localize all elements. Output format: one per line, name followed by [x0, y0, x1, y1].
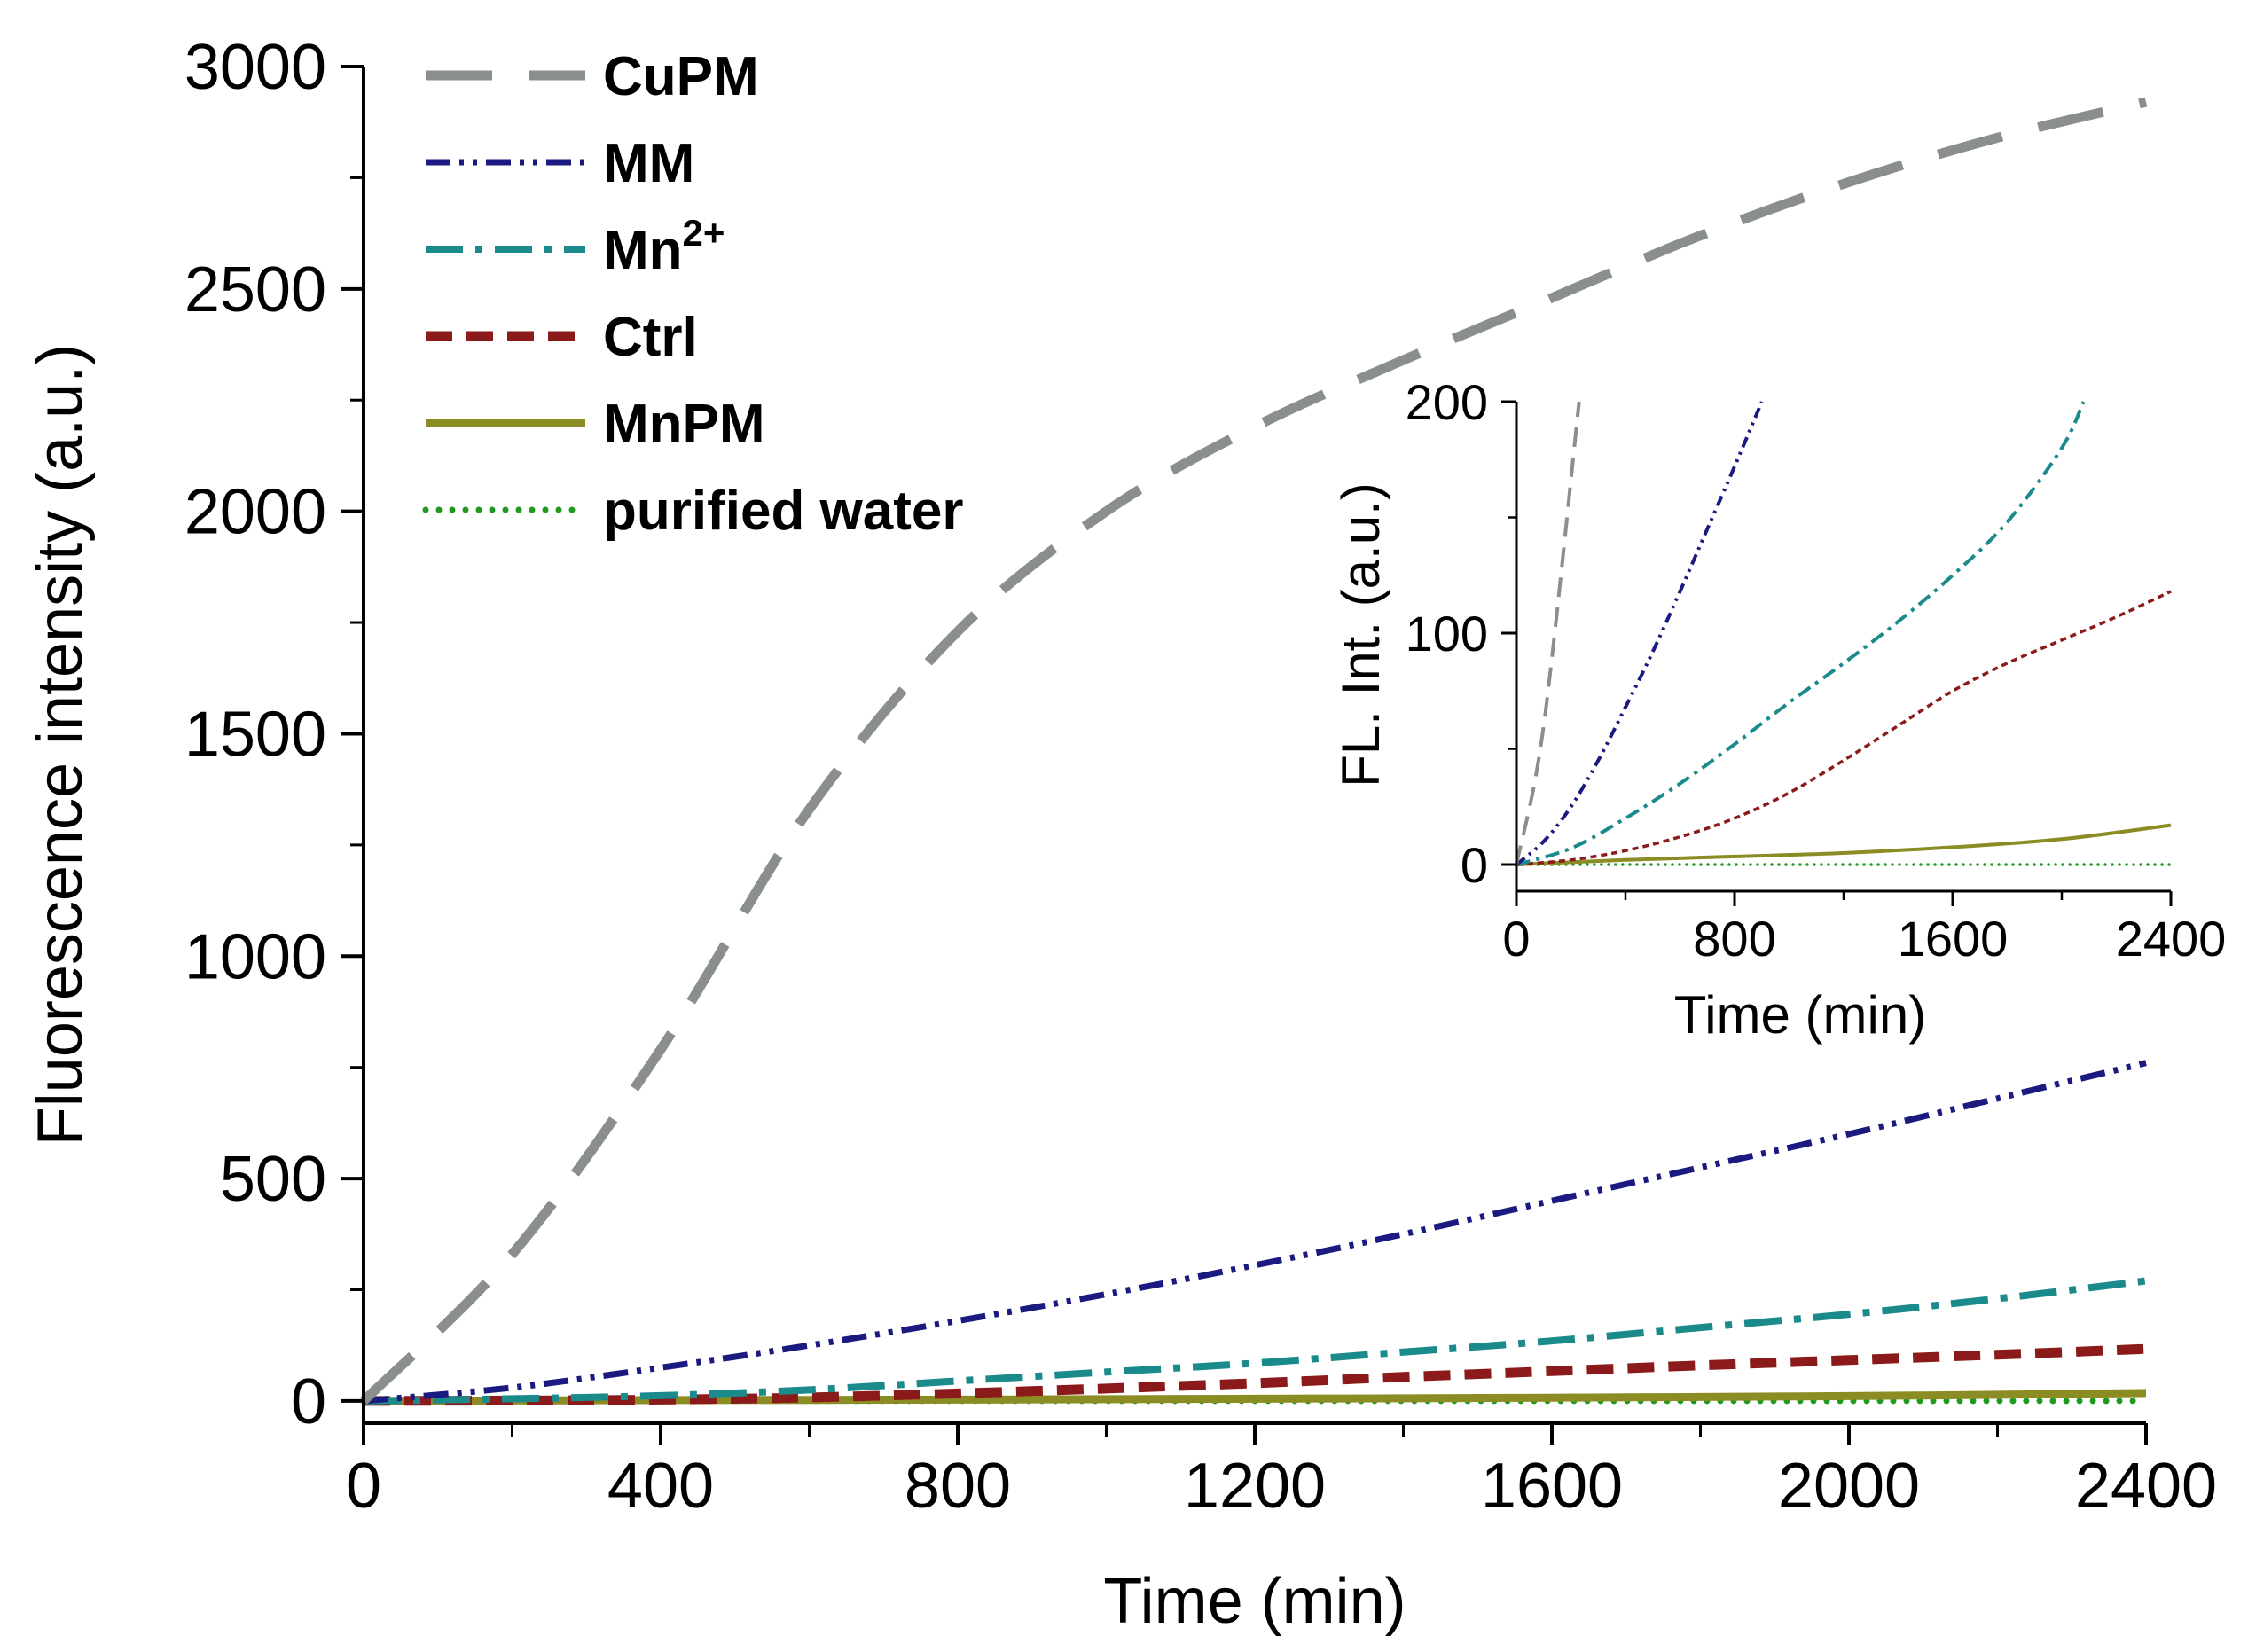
legend-item-purified-water: purified water — [422, 481, 964, 542]
inset-x-tick-label: 800 — [1693, 911, 1775, 967]
main-x-tick-label: 1200 — [1184, 1451, 1326, 1522]
inset-series-group — [1515, 401, 2173, 866]
main-ticks-group: 0 400 800 1200 1600 2000 240005001000150020002… — [184, 32, 2217, 1522]
legend: CuPM MM Mn2+ Ctrl MnPM purified water — [422, 46, 964, 542]
main-series-line-cupm — [360, 97, 2148, 1405]
legend-item-cupm: CuPM — [426, 46, 759, 107]
main-series-line-mn2 — [363, 1277, 2147, 1405]
legend-label-superscript: 2+ — [683, 212, 725, 254]
inset-x-tick-label: 2400 — [2116, 911, 2227, 967]
main-series-group — [360, 97, 2150, 1406]
main-y-tick-label: 0 — [291, 1366, 326, 1437]
legend-label-base: MM — [603, 133, 694, 194]
inset-series-line-mm — [1515, 401, 1764, 866]
inset-y-tick-label: 0 — [1461, 837, 1488, 893]
main-x-tick-label: 2400 — [2075, 1451, 2217, 1522]
inset-series-line-mnpm — [1516, 823, 2172, 866]
legend-label-base: purified water — [603, 481, 964, 542]
main-y-tick-label: 2000 — [184, 477, 326, 548]
main-y-tick-label: 1500 — [184, 699, 326, 770]
inset-series-line-ctrl — [1516, 590, 2172, 866]
legend-label: Ctrl — [603, 307, 698, 368]
legend-label-base: MnPM — [603, 394, 765, 455]
legend-label: MnPM — [603, 394, 765, 455]
legend-label: Mn2+ — [603, 212, 725, 281]
main-y-tick-label: 1000 — [184, 921, 326, 992]
main-x-tick-label: 2000 — [1778, 1451, 1920, 1522]
inset-y-axis-label: FL. Int. (a.u.) — [1331, 482, 1390, 787]
main-y-axis-label: Fluorescence intensity (a.u.) — [25, 344, 96, 1146]
inset-series-line-mn2 — [1516, 401, 2086, 866]
inset-x-tick-label: 0 — [1502, 911, 1530, 967]
inset-x-tick-label: 1600 — [1898, 911, 2009, 967]
inset-ticks-group: 0 800 1600 2400 0 100 200 — [1406, 374, 2227, 967]
main-series-line-mm — [363, 1060, 2147, 1405]
main-y-tick-label: 3000 — [184, 32, 326, 103]
inset-y-tick-label: 100 — [1406, 606, 1488, 662]
legend-label: purified water — [603, 481, 964, 542]
legend-item-mnpm: MnPM — [426, 394, 765, 455]
legend-label-base: CuPM — [603, 46, 759, 107]
legend-label: CuPM — [603, 46, 759, 107]
inset-y-tick-label: 200 — [1406, 374, 1488, 430]
main-y-tick-label: 2500 — [184, 254, 326, 325]
legend-label-base: Ctrl — [603, 307, 698, 368]
legend-item-mm: MM — [426, 133, 694, 194]
main-plot: 0 400 800 1200 1600 2000 240005001000150020002… — [25, 32, 2217, 1637]
inset-plot: 0 800 1600 2400 0 100 200 Time (min) FL. Int. … — [1331, 374, 2226, 1045]
inset-series-line-cupm — [1515, 401, 1581, 865]
legend-label: MM — [603, 133, 694, 194]
main-y-tick-label: 500 — [220, 1144, 326, 1215]
main-x-tick-label: 800 — [905, 1451, 1011, 1522]
inset-x-axis-label: Time (min) — [1674, 985, 1926, 1045]
main-series-line-ctrl — [363, 1343, 2147, 1406]
main-x-tick-label: 0 — [346, 1451, 381, 1522]
main-x-tick-label: 1600 — [1481, 1451, 1623, 1522]
main-x-tick-label: 400 — [607, 1451, 714, 1522]
main-x-axis-label: Time (min) — [1103, 1566, 1406, 1637]
legend-item-mn2: Mn2+ — [426, 212, 725, 281]
legend-label-base: Mn — [603, 220, 683, 281]
legend-item-ctrl: Ctrl — [426, 307, 698, 368]
